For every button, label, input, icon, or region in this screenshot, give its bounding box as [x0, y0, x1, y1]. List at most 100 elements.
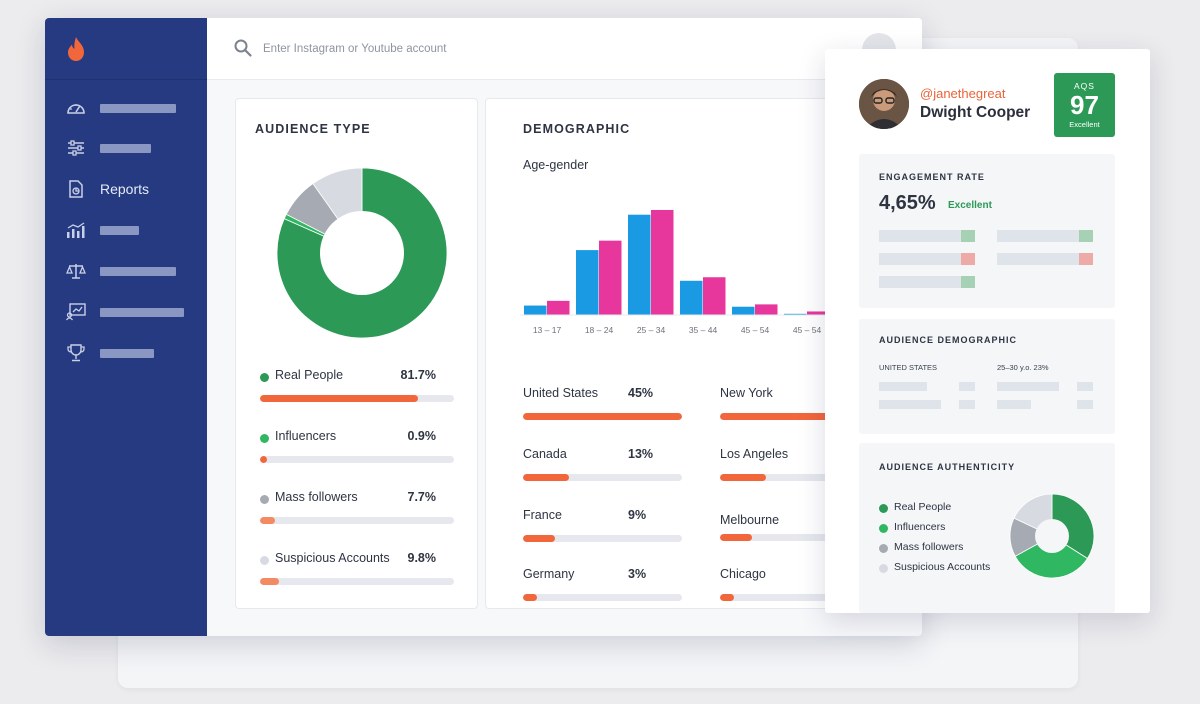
progress-fill [523, 594, 538, 601]
legend-label: Suspicious Accounts [894, 561, 991, 573]
x-tick-label: 35 – 44 [689, 325, 718, 335]
progress-track [260, 517, 454, 524]
bar-female [547, 300, 570, 315]
x-tick-label: 13 – 17 [533, 325, 562, 335]
search-input[interactable] [263, 36, 683, 62]
indicator-good [961, 230, 975, 242]
progress-track [720, 413, 879, 420]
sidebar-item-analytics[interactable] [45, 215, 207, 245]
profile-name: Dwight Cooper [920, 104, 1031, 121]
demographic-card: DEMOGRAPHIC Age-gender 13 – 17 18 – 24 25 … [485, 98, 879, 609]
influencer-profile-card: @janethegreat Dwight Cooper AQS 97 Excel… [825, 49, 1150, 613]
progress-track [260, 395, 454, 402]
country-row: United States 45% [523, 386, 683, 426]
progress-track [523, 594, 682, 601]
aqs-score: 97 [1070, 90, 1099, 120]
row-percent: 9.8% [407, 551, 437, 565]
country-name: Canada [523, 447, 567, 461]
placeholder-bar [997, 400, 1031, 409]
profile-handle[interactable]: @janethegreat [920, 86, 1006, 101]
report-icon [66, 179, 86, 199]
panel-title: AUDIENCE DEMOGRAPHIC [879, 335, 1018, 345]
sidebar-item-rankings[interactable] [45, 338, 207, 368]
sidebar-item-campaigns[interactable] [45, 297, 207, 327]
engagement-rating: Excellent [948, 200, 992, 211]
x-tick-label: 18 – 24 [585, 325, 614, 335]
row-percent: 7.7% [407, 490, 437, 504]
progress-fill [523, 474, 569, 481]
analytics-icon [66, 220, 86, 240]
bar-female [807, 311, 830, 315]
indicator-good [1079, 230, 1093, 242]
profile-avatar [859, 79, 909, 129]
country-percent: 3% [628, 567, 647, 581]
city-name: Los Angeles [720, 447, 789, 461]
progress-fill [720, 534, 752, 541]
progress-track [720, 474, 879, 481]
search-bar [207, 18, 922, 80]
bar-male [576, 250, 599, 315]
row-label: Real People [275, 368, 344, 382]
progress-track [523, 535, 682, 542]
x-tick-label: 45 – 54 [793, 325, 822, 335]
placeholder-bar [959, 400, 975, 409]
legend-dot [260, 434, 269, 443]
row-percent: 0.9% [407, 429, 437, 443]
placeholder-bar [1077, 382, 1093, 391]
sidebar-item-label: Reports [100, 181, 150, 197]
sidebar-item-placeholder [100, 143, 151, 153]
placeholder-bar [879, 230, 975, 242]
authenticity-donut-chart [1009, 493, 1095, 579]
legend-dot [879, 504, 888, 513]
bar-male [628, 214, 651, 315]
flame-icon [68, 36, 84, 61]
progress-fill [260, 395, 419, 402]
placeholder-bar [879, 253, 975, 265]
progress-track [523, 474, 682, 481]
placeholder-bar [879, 400, 941, 409]
sidebar: Reports [45, 18, 207, 636]
country-row: Canada 13% [523, 447, 683, 487]
row-label: Influencers [275, 429, 337, 443]
bar-male [524, 305, 547, 315]
sidebar-item-filters[interactable] [45, 133, 207, 163]
legend-dot [879, 524, 888, 533]
trophy-icon [66, 343, 86, 363]
bar-male [680, 280, 703, 315]
bar-male [732, 306, 755, 315]
placeholder-bar [959, 382, 975, 391]
legend-dot [260, 495, 269, 504]
chart-board-icon [66, 302, 86, 322]
row-percent: 81.7% [400, 368, 436, 382]
sidebar-item-compare[interactable] [45, 256, 207, 286]
legend-dot [260, 373, 269, 382]
aqs-label: AQS [1074, 81, 1095, 91]
sidebar-item-reports[interactable]: Reports [45, 174, 207, 204]
indicator-bad [961, 253, 975, 265]
sidebar-item-placeholder [100, 266, 176, 276]
placeholder-bar [879, 382, 927, 391]
progress-fill [260, 578, 279, 585]
bar-female [755, 304, 778, 315]
progress-fill [720, 413, 879, 420]
city-row: Melbourne [720, 513, 879, 553]
card-title: DEMOGRAPHIC [523, 122, 631, 136]
audience-demographic-panel: AUDIENCE DEMOGRAPHIC UNITED STATES 25–30… [859, 319, 1115, 434]
legend-label: Real People [894, 501, 952, 513]
audience-type-row: Influencers 0.9% [258, 429, 454, 469]
bar-female [599, 240, 622, 315]
progress-track [523, 413, 682, 420]
progress-fill [260, 517, 275, 524]
country-percent: 45% [628, 386, 654, 400]
x-tick-label: 25 – 34 [637, 325, 666, 335]
audience-type-row: Mass followers 7.7% [258, 490, 454, 530]
placeholder-bar [997, 382, 1059, 391]
sidebar-item-placeholder [100, 225, 139, 235]
aqs-score-badge: AQS 97 Excellent [1054, 73, 1115, 137]
audience-type-row: Suspicious Accounts 9.8% [258, 551, 454, 591]
sidebar-item-dashboard[interactable] [45, 93, 207, 123]
card-title: AUDIENCE TYPE [255, 122, 371, 136]
dashboard-icon [66, 98, 86, 118]
progress-fill [523, 535, 555, 542]
country-row: Germany 3% [523, 567, 683, 607]
